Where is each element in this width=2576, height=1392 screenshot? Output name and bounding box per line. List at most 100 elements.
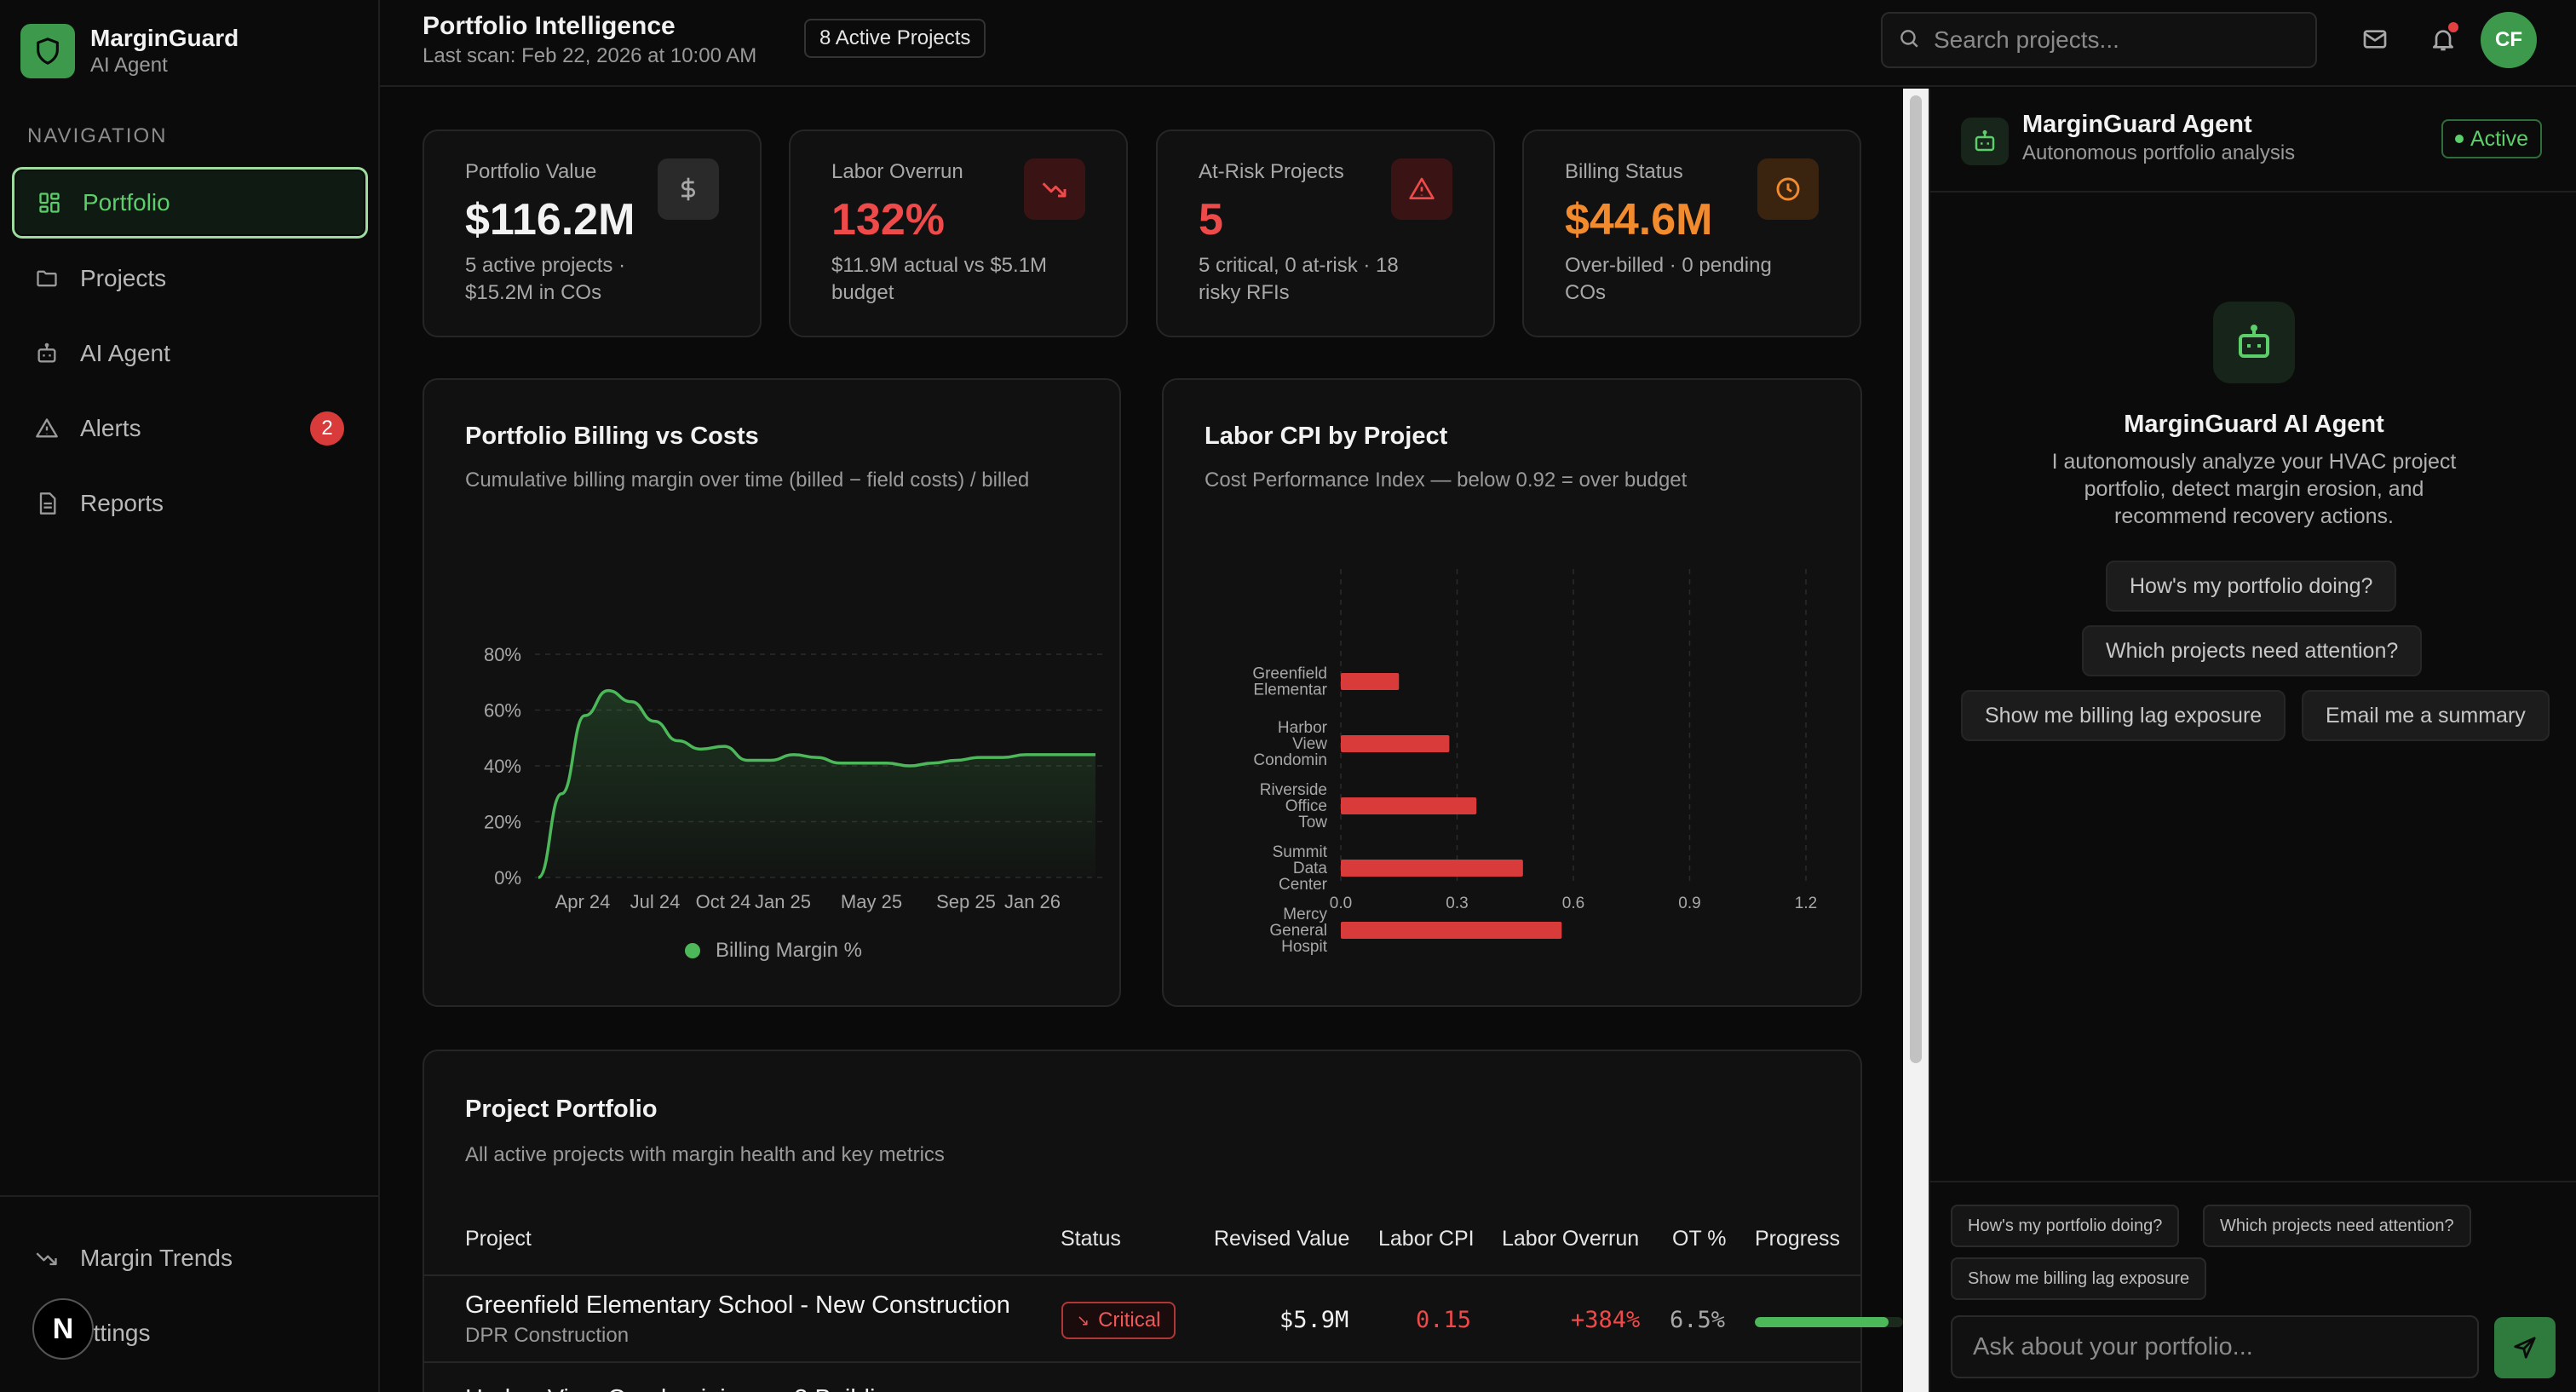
stat-label: Portfolio Value	[465, 160, 597, 183]
sidebar-item-label: Portfolio	[83, 189, 170, 216]
x-tick-label: Apr 24	[555, 891, 611, 912]
category-label: Center	[1279, 876, 1328, 894]
category-label: Condomin	[1253, 751, 1327, 769]
sidebar-item-projects[interactable]: Projects	[12, 243, 368, 314]
table-title: Project Portfolio	[465, 1096, 658, 1123]
mail-icon[interactable]	[2358, 22, 2392, 56]
search-bar[interactable]	[1881, 12, 2317, 68]
suggestion-projects-attention[interactable]: Which projects need attention?	[2082, 625, 2423, 676]
n-logo-icon[interactable]: N	[32, 1298, 94, 1360]
main-scrollbar[interactable]	[1903, 89, 1929, 1392]
revised-value: $5.9M	[1279, 1307, 1349, 1333]
stat-label: Billing Status	[1565, 160, 1683, 183]
status-dot	[2455, 135, 2464, 143]
stat-card-at-risk-projects: At-Risk Projects 5 5 critical, 0 at-risk…	[1156, 129, 1495, 337]
quick-chip-billing-lag[interactable]: Show me billing lag exposure	[1951, 1257, 2207, 1300]
category-label: Hospit	[1281, 938, 1328, 956]
agent-subtitle: Autonomous portfolio analysis	[2022, 141, 2296, 164]
x-tick-label: May 25	[841, 891, 902, 912]
category-label: Office	[1285, 797, 1327, 815]
project-contractor: DPR Construction	[465, 1324, 630, 1347]
col-ot[interactable]: OT %	[1672, 1227, 1727, 1251]
agent-chat-box[interactable]	[1951, 1315, 2479, 1378]
shield-logo-icon	[20, 24, 75, 78]
y-tick-label: 80%	[484, 644, 521, 665]
col-labor-overrun[interactable]: Labor Overrun	[1502, 1227, 1640, 1251]
search-input[interactable]	[1934, 26, 2291, 54]
brand-subtitle: AI Agent	[90, 54, 168, 77]
agent-chat-input[interactable]	[1973, 1332, 2458, 1361]
category-label: View	[1292, 735, 1327, 753]
trending-down-icon: ↘	[1077, 1311, 1090, 1329]
stat-value: $44.6M	[1565, 195, 1713, 244]
table-header-divider	[424, 1274, 1860, 1276]
chart-subtitle: Cumulative billing margin over time (bil…	[465, 469, 1030, 492]
agent-input-area	[1930, 1181, 2576, 1392]
project-name-partial[interactable]: Harbor View Condominiums - 3 Buildings	[465, 1385, 915, 1392]
col-revised-value[interactable]: Revised Value	[1214, 1227, 1350, 1251]
legend-label: Billing Margin %	[715, 939, 863, 962]
stat-label: At-Risk Projects	[1199, 160, 1344, 183]
category-label: Elementar	[1253, 682, 1327, 699]
brand: MarginGuard AI Agent	[20, 24, 239, 78]
category-label: Mercy	[1283, 906, 1327, 923]
sidebar-item-label: Margin Trends	[80, 1245, 233, 1271]
category-label: Greenfield	[1252, 665, 1327, 683]
ot-percent: 6.5%	[1670, 1307, 1726, 1333]
trending-down-icon	[1024, 158, 1085, 220]
bell-icon[interactable]	[2426, 22, 2460, 56]
table-row-divider	[424, 1361, 1860, 1363]
x-tick-label: 0.3	[1446, 894, 1468, 912]
chart-title: Labor CPI by Project	[1205, 423, 1448, 450]
sidebar-item-margin-trends[interactable]: Margin Trends	[12, 1222, 368, 1294]
stat-description: 5 critical, 0 at-risk · 18 risky RFIs	[1199, 254, 1399, 304]
status-label: Critical	[1098, 1309, 1161, 1332]
project-portfolio-card: Project Portfolio All active projects wi…	[423, 1050, 1862, 1392]
col-progress[interactable]: Progress	[1755, 1227, 1841, 1251]
sidebar-bottom-divider	[0, 1195, 378, 1197]
avatar[interactable]: CF	[2481, 12, 2537, 68]
category-label: Harbor	[1278, 719, 1328, 737]
sidebar-item-alerts[interactable]: Alerts 2	[12, 393, 368, 464]
stat-card-labor-overrun: Labor Overrun 132% $11.9M actual vs $5.1…	[789, 129, 1128, 337]
stat-card-billing-status: Billing Status $44.6M Over-billed · 0 pe…	[1522, 129, 1861, 337]
quick-chip-projects-attention[interactable]: Which projects need attention?	[2203, 1205, 2471, 1247]
sidebar-item-reports[interactable]: Reports	[12, 468, 368, 539]
y-tick-label: 0%	[494, 867, 521, 889]
col-project[interactable]: Project	[465, 1227, 532, 1251]
category-label: Tow	[1298, 814, 1327, 831]
col-labor-cpi[interactable]: Labor CPI	[1378, 1227, 1475, 1251]
col-status[interactable]: Status	[1061, 1227, 1121, 1251]
sidebar-item-ai-agent[interactable]: AI Agent	[12, 318, 368, 389]
billing-margin-chart: 0% 20% 40% 60% 80% Apr 24 Jul 24 Oct 24 Jan 25 Ma…	[484, 644, 1106, 912]
suggestion-email-summary[interactable]: Email me a summary	[2302, 690, 2550, 741]
sidebar-item-portfolio[interactable]: Portfolio	[12, 167, 368, 239]
alert-triangle-icon	[34, 416, 60, 441]
suggestion-billing-lag[interactable]: Show me billing lag exposure	[1961, 690, 2286, 741]
billing-margin-line	[538, 688, 1095, 879]
legend-swatch	[684, 943, 700, 958]
stat-value: 132%	[831, 195, 945, 244]
suggestion-portfolio-status[interactable]: How's my portfolio doing?	[2106, 561, 2397, 612]
scrollbar-thumb[interactable]	[1910, 95, 1922, 1063]
bot-icon	[2213, 302, 2295, 383]
project-name[interactable]: Greenfield Elementary School - New Const…	[465, 1291, 1010, 1319]
cpi-chart-card: Labor CPI by Project Cost Performance In…	[1162, 378, 1862, 1007]
sidebar-item-label: AI Agent	[80, 340, 170, 366]
quick-chip-portfolio-status[interactable]: How's my portfolio doing?	[1951, 1205, 2180, 1247]
file-text-icon	[34, 491, 60, 516]
send-button[interactable]	[2494, 1317, 2556, 1378]
x-tick-label: Jul 24	[630, 891, 681, 912]
active-projects-badge: 8 Active Projects	[804, 19, 986, 58]
x-tick-label: 0.9	[1678, 894, 1700, 912]
cpi-bar	[1341, 860, 1523, 877]
category-label: Riverside	[1260, 781, 1327, 799]
stat-card-portfolio-value: Portfolio Value $116.2M 5 active project…	[423, 129, 762, 337]
agent-title: MarginGuard Agent	[2022, 111, 2252, 138]
category-label: Summit	[1273, 843, 1328, 861]
main-content: Portfolio Value $116.2M 5 active project…	[380, 89, 1903, 1392]
sidebar-item-label: Reports	[80, 490, 164, 516]
chart-title: Portfolio Billing vs Costs	[465, 423, 759, 450]
stat-label: Labor Overrun	[831, 160, 963, 183]
